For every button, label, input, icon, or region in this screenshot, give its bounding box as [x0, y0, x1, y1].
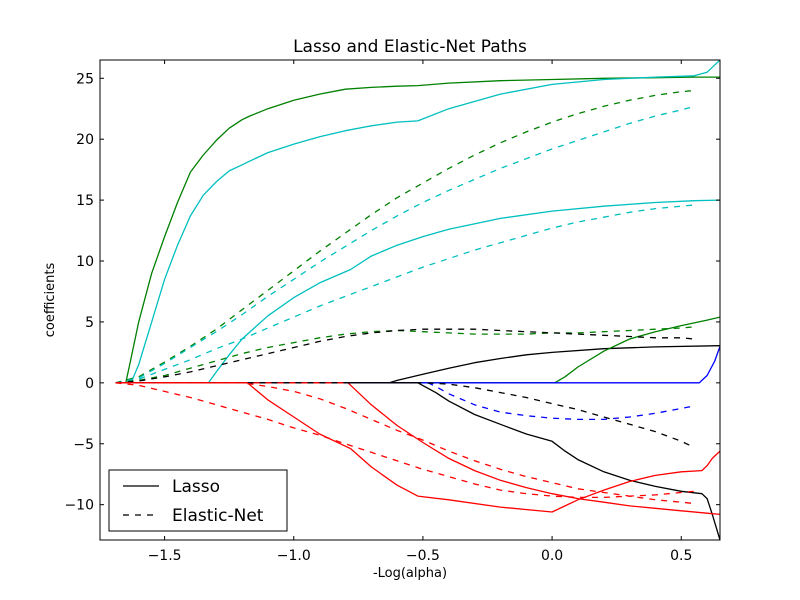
x-tick-label: −0.5 — [406, 548, 440, 564]
x-tick-label: 0.5 — [670, 548, 692, 564]
lasso-path-3 — [115, 345, 720, 384]
x-tick-label: −1.0 — [277, 548, 311, 564]
series-layer — [115, 60, 720, 540]
y-tick-label: 10 — [76, 254, 94, 270]
legend: Lasso Elastic-Net — [108, 469, 288, 532]
lasso-path-2 — [115, 199, 720, 384]
lasso-path-6 — [115, 382, 720, 540]
legend-box — [108, 469, 288, 532]
elastic-net-path-15 — [115, 382, 695, 448]
lasso-path-5 — [115, 346, 720, 384]
legend-label-lasso: Lasso — [172, 477, 220, 497]
y-tick-label: 25 — [76, 71, 94, 87]
x-axis-label: -Log(alpha) — [373, 566, 447, 581]
legend-label-elastic-net: Elastic-Net — [172, 506, 264, 526]
y-tick-label: −10 — [64, 498, 94, 514]
lasso-path-1 — [115, 60, 720, 384]
x-tick-label: −1.5 — [148, 548, 182, 564]
y-axis-label: coefficients — [43, 263, 58, 338]
y-axis-ticks: −10 −5 0 5 10 15 20 25 — [64, 71, 720, 514]
elastic-net-path-13 — [115, 328, 695, 384]
elastic-net-path-17 — [115, 382, 695, 505]
elastic-net-path-9 — [115, 89, 695, 384]
elastic-net-path-10 — [115, 105, 695, 384]
plot-frame — [99, 59, 721, 541]
elastic-net-path-14 — [115, 382, 695, 421]
y-tick-label: 15 — [76, 193, 94, 209]
plot-area — [100, 60, 720, 540]
y-tick-label: 0 — [85, 376, 94, 392]
x-axis-ticks: −1.5 −1.0 −0.5 0.0 0.5 — [148, 60, 692, 564]
y-tick-label: 5 — [85, 315, 94, 331]
lasso-path-7 — [115, 382, 720, 513]
lasso-path-8 — [115, 382, 720, 516]
elastic-net-path-11 — [115, 204, 695, 384]
elastic-net-path-16 — [115, 382, 695, 499]
y-tick-label: −5 — [73, 437, 94, 453]
lasso-path-0 — [115, 76, 720, 384]
elastic-net-path-12 — [115, 326, 695, 384]
lasso-path-4 — [115, 316, 720, 384]
x-tick-label: 0.0 — [541, 548, 563, 564]
y-tick-label: 20 — [76, 132, 94, 148]
chart-title: Lasso and Elastic-Net Paths — [293, 37, 527, 57]
